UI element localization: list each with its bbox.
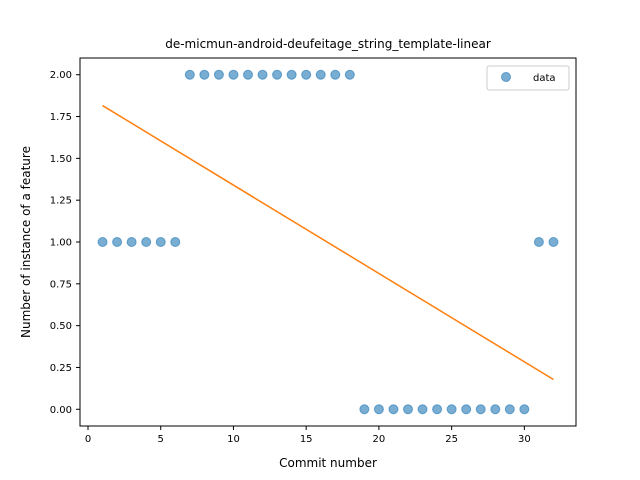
legend-box — [486, 65, 570, 91]
data-point — [359, 404, 370, 415]
data-point — [228, 69, 239, 80]
data-point — [432, 404, 443, 415]
y-tick-label: 1.00 — [50, 238, 72, 249]
y-tick-label: 0.25 — [50, 363, 72, 374]
data-point — [155, 237, 166, 247]
x-tick-label: 5 — [158, 434, 164, 445]
x-tick-label: 10 — [227, 434, 240, 445]
x-tick-label: 0 — [85, 434, 91, 445]
x-axis-title: Commit number — [279, 456, 377, 470]
y-tick-label: 1.25 — [50, 196, 72, 207]
data-point — [126, 237, 137, 247]
y-axis-title: Number of instance of a feature — [19, 146, 33, 338]
data-point — [141, 237, 152, 247]
data-point — [533, 237, 544, 247]
data-point — [373, 404, 384, 415]
data-point — [112, 237, 123, 247]
data-point — [519, 404, 530, 415]
data-point — [403, 404, 413, 415]
trend-line — [102, 104, 554, 381]
data-point — [490, 404, 501, 415]
data-point — [170, 237, 181, 247]
data-point — [417, 404, 428, 415]
data-point — [461, 404, 472, 415]
x-tick-label: 15 — [300, 434, 313, 445]
x-tick-label: 30 — [518, 434, 531, 445]
data-point — [243, 69, 253, 80]
data-point — [286, 69, 297, 80]
axes: 0 5 10 15 20 25 30 0.00 0.25 0.50 0.75 1.00 1.25 1.50… — [50, 57, 577, 445]
y-tick-label: 1.50 — [50, 154, 72, 165]
y-tick-label: 0.75 — [50, 279, 72, 290]
data-point — [213, 69, 224, 80]
data-point — [330, 69, 341, 80]
y-tick-label: 0.00 — [50, 405, 72, 416]
y-tick-label: 0.50 — [50, 321, 72, 332]
data-point — [344, 69, 355, 80]
data-point — [272, 69, 283, 80]
chart-title: de-micmun-android-deufeitage_string_temp… — [165, 37, 491, 51]
y-tick-label: 2.00 — [50, 70, 72, 81]
data-point — [548, 237, 559, 247]
data-point — [388, 404, 399, 415]
y-tick-label: 1.75 — [50, 112, 72, 123]
data-point — [504, 404, 515, 415]
data-point — [257, 69, 268, 80]
x-tick-label: 25 — [445, 434, 458, 445]
data-point — [315, 69, 326, 80]
data-point — [184, 69, 195, 80]
data-point — [446, 404, 457, 415]
data-point — [475, 404, 486, 415]
x-tick-label: 20 — [373, 434, 386, 445]
data-point — [97, 237, 108, 247]
data-point — [199, 69, 210, 80]
legend-label-data: data — [533, 73, 556, 84]
plot-area — [97, 69, 559, 415]
legend-marker-data — [501, 72, 511, 82]
data-point — [301, 69, 312, 80]
legend: data — [486, 65, 570, 91]
